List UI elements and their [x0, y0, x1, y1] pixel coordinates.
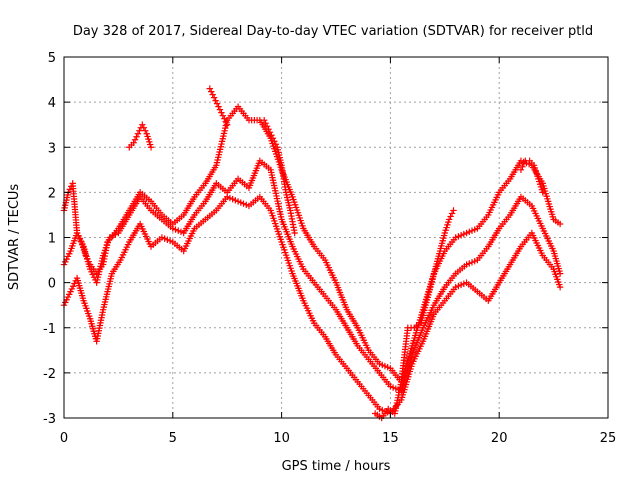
- x-tick-label: 15: [382, 431, 399, 446]
- y-tick-label: 3: [48, 141, 56, 156]
- y-tick-label: 1: [48, 232, 56, 247]
- data-point: [272, 141, 279, 148]
- data-point: [131, 136, 139, 143]
- y-tick-label: 5: [48, 51, 56, 66]
- y-tick-label: -3: [43, 412, 56, 427]
- data-point: [265, 126, 272, 133]
- data-point: [224, 121, 231, 128]
- data-point: [106, 234, 113, 241]
- x-axis-label: GPS time / hours: [282, 459, 391, 474]
- y-tick-label: 2: [48, 186, 56, 201]
- data-point: [222, 118, 229, 125]
- data-point: [556, 270, 564, 277]
- data-point: [269, 135, 277, 142]
- data-point: [266, 129, 274, 136]
- data-point: [291, 229, 298, 237]
- data-point: [66, 186, 74, 193]
- data-point: [142, 127, 149, 134]
- x-tick-label: 20: [491, 431, 508, 446]
- data-point: [136, 127, 143, 134]
- data-point: [133, 133, 140, 140]
- data-points: [60, 85, 564, 422]
- data-point: [556, 283, 564, 291]
- data-point: [209, 91, 216, 98]
- data-point: [519, 163, 526, 171]
- data-point: [216, 106, 224, 113]
- data-point: [112, 231, 119, 238]
- chart-title: Day 328 of 2017, Sidereal Day-to-day VTE…: [73, 24, 593, 39]
- data-point: [445, 216, 453, 223]
- data-point: [206, 85, 213, 92]
- y-axis-label: SDTVAR / TECUs: [7, 184, 22, 291]
- axis-ticks: 0 5 10 15 20 25 -3 -2 -1 0 1 2 3 4 5: [43, 51, 616, 446]
- data-point: [448, 210, 456, 217]
- x-tick-label: 10: [273, 431, 290, 446]
- x-tick-label: 0: [60, 431, 68, 446]
- data-point: [520, 160, 528, 167]
- grid: [64, 57, 608, 418]
- data-point: [221, 115, 228, 122]
- data-point: [140, 124, 147, 131]
- data-point: [109, 232, 116, 240]
- data-point: [147, 144, 155, 151]
- x-tick-label: 5: [169, 431, 177, 446]
- data-point: [517, 166, 525, 174]
- data-point: [212, 97, 219, 104]
- data-point: [134, 130, 142, 137]
- data-point: [208, 88, 215, 95]
- data-point: [263, 122, 271, 130]
- data-point: [260, 116, 268, 124]
- data-point: [262, 119, 269, 127]
- y-tick-label: -1: [43, 322, 56, 337]
- data-point: [130, 139, 137, 146]
- data-point: [539, 189, 546, 196]
- data-point: [213, 100, 221, 107]
- x-tick-label: 25: [600, 431, 617, 446]
- data-point: [271, 138, 278, 145]
- data-point: [210, 94, 218, 101]
- data-point: [556, 220, 564, 228]
- data-point: [139, 121, 146, 128]
- y-tick-label: 0: [48, 277, 56, 292]
- y-tick-label: 4: [48, 96, 56, 111]
- data-point: [215, 103, 222, 110]
- y-tick-label: -2: [43, 367, 56, 382]
- data-point: [219, 112, 227, 119]
- data-point: [447, 213, 454, 220]
- data-point: [268, 132, 275, 139]
- data-point: [450, 207, 457, 214]
- data-point: [218, 109, 225, 116]
